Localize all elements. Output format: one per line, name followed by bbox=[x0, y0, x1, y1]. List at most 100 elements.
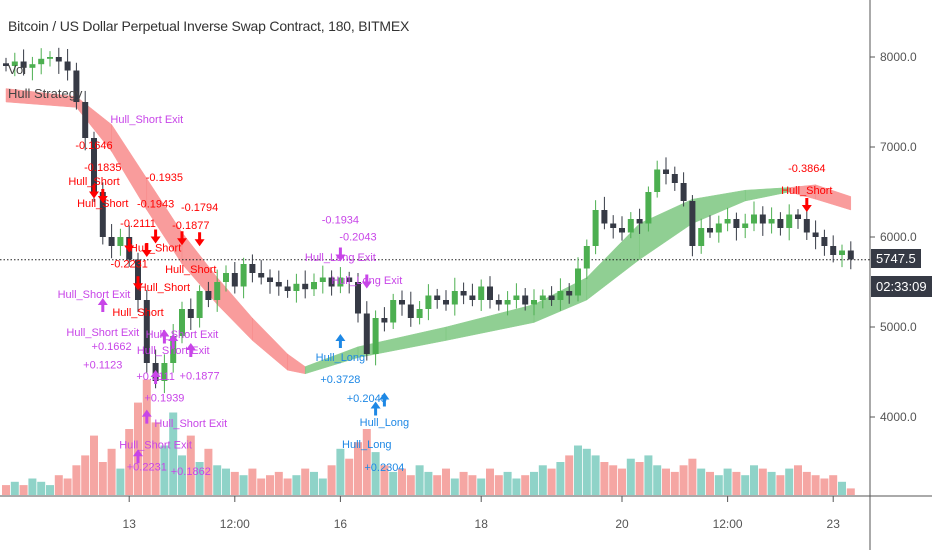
arrow-down-icon bbox=[89, 184, 99, 199]
volume-bar bbox=[688, 458, 697, 495]
candle-body bbox=[821, 237, 828, 246]
time-tick-label: 23 bbox=[827, 517, 841, 531]
signal-label: -0.1935 bbox=[146, 172, 183, 184]
candle-body bbox=[267, 277, 273, 282]
candle-body bbox=[355, 282, 361, 314]
signal-label: -0.2231 bbox=[111, 259, 148, 271]
volume-bar bbox=[345, 458, 354, 495]
candle-body bbox=[583, 246, 590, 269]
candle-body bbox=[707, 228, 713, 233]
candle-body bbox=[64, 61, 71, 71]
candle-body bbox=[275, 282, 282, 287]
signal-label: +0.2231 bbox=[127, 462, 167, 474]
candle-body bbox=[460, 291, 467, 296]
candle-body bbox=[627, 219, 634, 233]
arrow-up-icon bbox=[141, 409, 152, 424]
candle-body bbox=[214, 282, 221, 300]
time-axis[interactable]: 13 12:00 16 18 20 12:00 23 bbox=[123, 496, 841, 531]
candle-body bbox=[284, 286, 291, 291]
volume-bar bbox=[90, 435, 98, 495]
candle-body bbox=[3, 63, 9, 66]
volume-bar bbox=[336, 448, 345, 495]
signal-label: Hull_Long bbox=[316, 352, 366, 364]
candle-body bbox=[425, 295, 432, 309]
candle-body bbox=[610, 223, 617, 228]
candle-body bbox=[803, 219, 810, 233]
volume-bar bbox=[820, 478, 829, 495]
signal-label: Hull_Long bbox=[360, 417, 410, 429]
volume-bar bbox=[644, 455, 653, 495]
candle-body bbox=[91, 138, 97, 192]
signal-label: +0.3728 bbox=[320, 374, 360, 386]
candle-body bbox=[645, 192, 652, 224]
volume-bar bbox=[19, 485, 28, 495]
signal-label: Hull_Short bbox=[130, 242, 181, 254]
signal-label: Hull_Short Exit bbox=[154, 418, 227, 430]
arrow-up-icon bbox=[150, 370, 161, 384]
volume-bar bbox=[195, 462, 204, 495]
signal-label: -0.1877 bbox=[172, 220, 209, 232]
candle-body bbox=[451, 291, 458, 305]
candle-body bbox=[513, 295, 520, 300]
volume-bar bbox=[310, 471, 318, 495]
volume-bar bbox=[81, 455, 90, 495]
volume-bar bbox=[794, 465, 802, 495]
signal-label: Hull_Short Exit bbox=[119, 439, 192, 451]
arrow-up-icon bbox=[168, 334, 179, 348]
signal-label: -0.3864 bbox=[788, 163, 825, 175]
volume-bar bbox=[292, 475, 301, 495]
signal-label: Hull_Short Exit bbox=[66, 327, 139, 339]
volume-bar bbox=[213, 465, 222, 495]
volume-bar bbox=[442, 468, 450, 495]
arrow-down-icon bbox=[150, 229, 161, 244]
chart-title: Bitcoin / US Dollar Perpetual Inverse Sw… bbox=[8, 18, 410, 34]
bar-countdown-label: 02:33:09 bbox=[871, 276, 932, 297]
price-tick-label: 4000.0 bbox=[880, 410, 917, 424]
signal-label: Hull_Short bbox=[139, 282, 190, 294]
volume-bar bbox=[802, 471, 811, 495]
volume-bar bbox=[28, 478, 37, 495]
volume-bar bbox=[204, 448, 213, 495]
volume-bar bbox=[811, 475, 820, 495]
price-axis[interactable]: 8000.0 7000.0 6000.0 5000.0 4000.0 bbox=[870, 50, 917, 424]
volume-bar bbox=[248, 468, 257, 495]
volume-bar bbox=[186, 435, 195, 495]
candle-body bbox=[258, 273, 265, 278]
volume-bar bbox=[591, 455, 600, 495]
signal-label: +0.1939 bbox=[144, 393, 184, 405]
candle-body bbox=[671, 174, 678, 183]
volume-bar bbox=[433, 475, 442, 495]
volume-bar bbox=[98, 462, 107, 495]
signal-label: -0.1934 bbox=[322, 215, 359, 227]
candle-body bbox=[231, 273, 238, 287]
candle-body bbox=[777, 219, 784, 228]
legend-volume[interactable]: Vol bbox=[8, 62, 27, 77]
candle-body bbox=[759, 214, 766, 224]
candle-body bbox=[566, 291, 573, 296]
signal-arrows bbox=[89, 184, 812, 464]
price-tick-label: 7000.0 bbox=[880, 140, 917, 154]
candle-body bbox=[847, 250, 854, 260]
candle-body bbox=[619, 228, 625, 233]
arrow-up-icon bbox=[379, 392, 390, 407]
candle-body bbox=[768, 219, 775, 224]
candle-body bbox=[161, 363, 168, 381]
volume-bar bbox=[459, 471, 468, 495]
volume-bar bbox=[54, 475, 63, 495]
volume-bar bbox=[10, 481, 19, 495]
volume-bar bbox=[222, 468, 230, 495]
volume-bar bbox=[723, 468, 732, 495]
volume-bar bbox=[178, 455, 186, 495]
volume-bar bbox=[635, 462, 644, 495]
candle-body bbox=[363, 313, 370, 354]
volume-bar bbox=[283, 478, 292, 495]
candle-body bbox=[73, 70, 80, 102]
legend-hull-strategy[interactable]: Hull Strategy bbox=[8, 86, 83, 101]
candle-body bbox=[654, 169, 661, 192]
volume-bar bbox=[134, 402, 142, 495]
volume-bar bbox=[758, 468, 767, 495]
volume-bar bbox=[398, 468, 406, 495]
volume-bar bbox=[776, 475, 785, 495]
volume-bar bbox=[274, 471, 283, 495]
